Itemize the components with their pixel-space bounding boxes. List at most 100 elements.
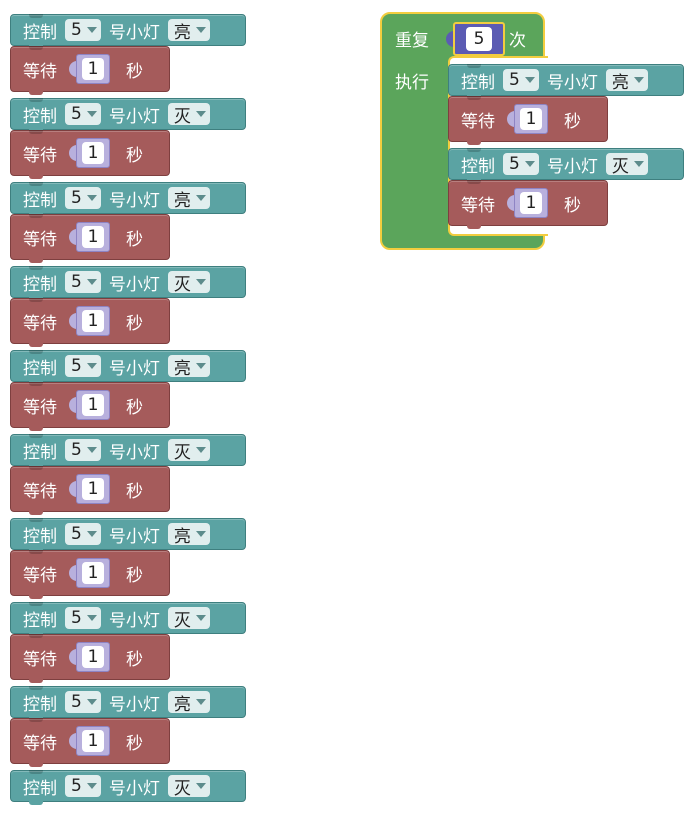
control-label: 控制 <box>23 106 57 127</box>
pin-dropdown[interactable]: 5 <box>65 19 101 41</box>
wait-block[interactable]: 等待 1 秒 <box>448 96 608 145</box>
control-light-block[interactable]: 控制 5 号小灯亮 <box>10 14 246 49</box>
wait-block[interactable]: 等待 1 秒 <box>10 130 170 179</box>
chevron-down-icon <box>86 279 97 285</box>
control-light-block[interactable]: 控制 5 号小灯亮 <box>10 686 246 721</box>
seconds-input[interactable]: 1 <box>69 306 110 336</box>
state-dropdown[interactable]: 灭 <box>167 775 210 799</box>
pin-dropdown[interactable]: 5 <box>65 523 101 545</box>
pin-dropdown[interactable]: 5 <box>503 153 539 175</box>
seconds-value[interactable]: 1 <box>82 226 104 248</box>
light-label: 号小灯 <box>546 72 598 93</box>
seconds-input[interactable]: 1 <box>69 726 110 756</box>
wait-block[interactable]: 等待 1 秒 <box>10 214 170 263</box>
control-light-block[interactable]: 控制 5 号小灯灭 <box>10 602 246 637</box>
wait-block[interactable]: 等待 1 秒 <box>10 382 170 431</box>
pin-dropdown[interactable]: 5 <box>65 271 101 293</box>
state-dropdown[interactable]: 灭 <box>167 271 210 295</box>
chevron-down-icon <box>86 531 97 537</box>
control-light-block[interactable]: 控制 5 号小灯亮 <box>10 182 246 217</box>
state-dropdown[interactable]: 灭 <box>167 103 210 127</box>
wait-block[interactable]: 等待 1 秒 <box>10 634 170 683</box>
control-light-block[interactable]: 控制 5 号小灯灭 <box>448 148 684 183</box>
wait-label: 等待 <box>461 195 495 216</box>
seconds-input[interactable]: 1 <box>507 104 548 134</box>
seconds-input[interactable]: 1 <box>69 138 110 168</box>
state-value: 亮 <box>173 190 191 211</box>
seconds-input[interactable]: 1 <box>69 390 110 420</box>
seconds-value[interactable]: 1 <box>520 192 542 214</box>
repeat-count-value[interactable]: 5 <box>466 27 492 51</box>
wait-block[interactable]: 等待 1 秒 <box>10 46 170 95</box>
seconds-value[interactable]: 1 <box>82 310 104 332</box>
seconds-input[interactable]: 1 <box>69 558 110 588</box>
control-light-block[interactable]: 控制 5 号小灯灭 <box>10 770 246 805</box>
seconds-input[interactable]: 1 <box>69 474 110 504</box>
pin-dropdown[interactable]: 5 <box>503 69 539 91</box>
seconds-unit-label: 秒 <box>126 145 143 166</box>
seconds-value[interactable]: 1 <box>520 108 542 130</box>
pin-dropdown[interactable]: 5 <box>65 691 101 713</box>
repeat-count-input[interactable]: 5 <box>446 22 505 56</box>
chevron-down-icon <box>195 195 206 201</box>
light-label: 号小灯 <box>108 694 160 715</box>
seconds-input[interactable]: 1 <box>69 54 110 84</box>
seconds-value[interactable]: 1 <box>82 58 104 80</box>
light-label: 号小灯 <box>108 358 160 379</box>
state-value: 灭 <box>173 778 191 799</box>
state-dropdown[interactable]: 灭 <box>605 153 648 177</box>
seconds-input[interactable]: 1 <box>69 222 110 252</box>
state-dropdown[interactable]: 亮 <box>167 19 210 43</box>
seconds-value[interactable]: 1 <box>82 478 104 500</box>
control-label: 控制 <box>461 72 495 93</box>
control-light-block[interactable]: 控制 5 号小灯亮 <box>10 350 246 385</box>
wait-block[interactable]: 等待 1 秒 <box>10 466 170 515</box>
state-dropdown[interactable]: 亮 <box>167 355 210 379</box>
chevron-down-icon <box>86 783 97 789</box>
state-dropdown[interactable]: 灭 <box>167 607 210 631</box>
state-value: 灭 <box>173 274 191 295</box>
pin-dropdown[interactable]: 5 <box>65 775 101 797</box>
chevron-down-icon <box>86 27 97 33</box>
state-dropdown[interactable]: 亮 <box>167 691 210 715</box>
pin-dropdown[interactable]: 5 <box>65 607 101 629</box>
seconds-input[interactable]: 1 <box>507 188 548 218</box>
state-dropdown[interactable]: 灭 <box>167 439 210 463</box>
chevron-down-icon <box>195 615 206 621</box>
chevron-down-icon <box>195 363 206 369</box>
state-dropdown[interactable]: 亮 <box>167 187 210 211</box>
seconds-value[interactable]: 1 <box>82 142 104 164</box>
control-light-block[interactable]: 控制 5 号小灯亮 <box>10 518 246 553</box>
light-label: 号小灯 <box>108 610 160 631</box>
seconds-value[interactable]: 1 <box>82 394 104 416</box>
control-light-block[interactable]: 控制 5 号小灯灭 <box>10 266 246 301</box>
state-dropdown[interactable]: 亮 <box>605 69 648 93</box>
seconds-unit-label: 秒 <box>126 565 143 586</box>
wait-block[interactable]: 等待 1 秒 <box>10 550 170 599</box>
control-label: 控制 <box>23 610 57 631</box>
chevron-down-icon <box>86 447 97 453</box>
wait-label: 等待 <box>23 397 57 418</box>
wait-block[interactable]: 等待 1 秒 <box>448 180 608 229</box>
wait-block[interactable]: 等待 1 秒 <box>10 298 170 347</box>
seconds-input[interactable]: 1 <box>69 642 110 672</box>
pin-dropdown[interactable]: 5 <box>65 187 101 209</box>
seconds-unit-label: 秒 <box>564 111 581 132</box>
state-value: 灭 <box>173 610 191 631</box>
pin-value: 5 <box>71 20 82 40</box>
wait-label: 等待 <box>23 145 57 166</box>
seconds-value[interactable]: 1 <box>82 646 104 668</box>
control-light-block[interactable]: 控制 5 号小灯灭 <box>10 98 246 133</box>
control-light-block[interactable]: 控制 5 号小灯亮 <box>448 64 684 99</box>
state-value: 灭 <box>611 156 629 177</box>
seconds-value[interactable]: 1 <box>82 562 104 584</box>
seconds-value[interactable]: 1 <box>82 730 104 752</box>
wait-block[interactable]: 等待 1 秒 <box>10 718 170 767</box>
control-light-block[interactable]: 控制 5 号小灯灭 <box>10 434 246 469</box>
light-label: 号小灯 <box>108 274 160 295</box>
pin-dropdown[interactable]: 5 <box>65 439 101 461</box>
pin-dropdown[interactable]: 5 <box>65 103 101 125</box>
state-dropdown[interactable]: 亮 <box>167 523 210 547</box>
chevron-down-icon <box>195 279 206 285</box>
pin-dropdown[interactable]: 5 <box>65 355 101 377</box>
